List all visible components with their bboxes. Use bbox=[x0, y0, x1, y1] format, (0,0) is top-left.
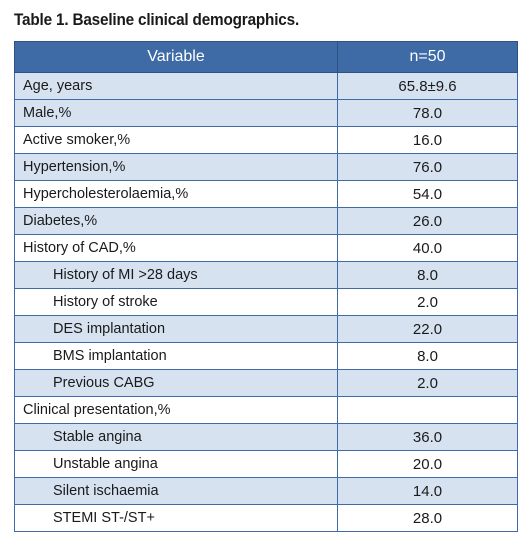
row-value: 16.0 bbox=[337, 126, 518, 154]
row-label: Active smoker,% bbox=[14, 126, 338, 154]
row-value: 8.0 bbox=[337, 261, 518, 289]
table-row: Unstable angina 20.0 bbox=[14, 450, 518, 478]
row-value: 40.0 bbox=[337, 234, 518, 262]
row-label: Hypercholesterolaemia,% bbox=[14, 180, 338, 208]
table-caption: Table 1. Baseline clinical demographics. bbox=[14, 10, 300, 29]
row-label: History of stroke bbox=[14, 288, 338, 316]
row-label: Previous CABG bbox=[14, 369, 338, 397]
table-row: Active smoker,% 16.0 bbox=[14, 126, 518, 154]
row-value: 20.0 bbox=[337, 450, 518, 478]
row-value: 22.0 bbox=[337, 315, 518, 343]
table-row: History of stroke 2.0 bbox=[14, 288, 518, 316]
row-value: 65.8±9.6 bbox=[337, 72, 518, 100]
column-header-value: n=50 bbox=[337, 41, 518, 73]
row-label: Silent ischaemia bbox=[14, 477, 338, 505]
table-row: Stable angina 36.0 bbox=[14, 423, 518, 451]
row-value: 78.0 bbox=[337, 99, 518, 127]
table-row: Age, years 65.8±9.6 bbox=[14, 72, 518, 100]
row-value: 28.0 bbox=[337, 504, 518, 532]
row-value bbox=[337, 396, 518, 424]
table-row: Silent ischaemia 14.0 bbox=[14, 477, 518, 505]
table-row: Previous CABG 2.0 bbox=[14, 369, 518, 397]
table-row: BMS implantation 8.0 bbox=[14, 342, 518, 370]
row-value: 8.0 bbox=[337, 342, 518, 370]
row-label: Clinical presentation,% bbox=[14, 396, 338, 424]
table-row: History of CAD,% 40.0 bbox=[14, 234, 518, 262]
row-label: Age, years bbox=[14, 72, 338, 100]
table-row: STEMI ST-/ST+ 28.0 bbox=[14, 504, 518, 532]
demographics-table: Variable n=50 Age, years 65.8±9.6 Male,%… bbox=[14, 41, 518, 532]
row-value: 36.0 bbox=[337, 423, 518, 451]
row-label: Unstable angina bbox=[14, 450, 338, 478]
row-label: History of MI >28 days bbox=[14, 261, 338, 289]
row-value: 76.0 bbox=[337, 153, 518, 181]
row-label: Hypertension,% bbox=[14, 153, 338, 181]
table-row: Male,% 78.0 bbox=[14, 99, 518, 127]
table-row: Diabetes,% 26.0 bbox=[14, 207, 518, 235]
row-label: Diabetes,% bbox=[14, 207, 338, 235]
table-row: Hypertension,% 76.0 bbox=[14, 153, 518, 181]
row-label: DES implantation bbox=[14, 315, 338, 343]
row-label: History of CAD,% bbox=[14, 234, 338, 262]
row-value: 2.0 bbox=[337, 288, 518, 316]
table-header-row: Variable n=50 bbox=[14, 41, 518, 73]
row-label: STEMI ST-/ST+ bbox=[14, 504, 338, 532]
row-value: 54.0 bbox=[337, 180, 518, 208]
row-value: 26.0 bbox=[337, 207, 518, 235]
row-label: Male,% bbox=[14, 99, 338, 127]
row-value: 14.0 bbox=[337, 477, 518, 505]
table-row: Hypercholesterolaemia,% 54.0 bbox=[14, 180, 518, 208]
column-header-variable: Variable bbox=[14, 41, 338, 73]
row-label: Stable angina bbox=[14, 423, 338, 451]
row-label: BMS implantation bbox=[14, 342, 338, 370]
table-row: Clinical presentation,% bbox=[14, 396, 518, 424]
row-value: 2.0 bbox=[337, 369, 518, 397]
table-row: History of MI >28 days 8.0 bbox=[14, 261, 518, 289]
table-row: DES implantation 22.0 bbox=[14, 315, 518, 343]
